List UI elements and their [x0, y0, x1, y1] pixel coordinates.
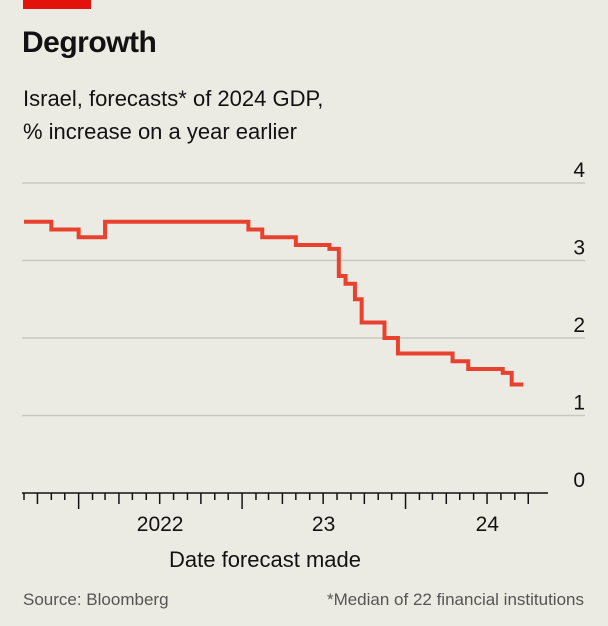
chart-title: Degrowth — [22, 26, 157, 59]
subtitle-line-2: % increase on a year earlier — [23, 119, 297, 144]
x-axis-label: Date forecast made — [169, 547, 361, 572]
y-tick-label-0: 0 — [573, 469, 585, 492]
x-tick-label-23: 23 — [312, 513, 335, 536]
y-tick-label-2: 2 — [573, 314, 585, 337]
brand-tag — [23, 0, 91, 9]
series-line-0 — [24, 219, 524, 387]
source-note: Source: Bloomberg — [23, 590, 169, 609]
subtitle-line-1: Israel, forecasts* of 2024 GDP, — [23, 86, 324, 111]
x-tick-label-2022: 2022 — [137, 513, 184, 536]
y-tick-label-1: 1 — [573, 392, 585, 415]
footnote: *Median of 22 financial institutions — [326, 590, 584, 609]
y-tick-label-4: 4 — [573, 159, 585, 182]
x-tick-label-24: 24 — [476, 513, 500, 536]
y-tick-label-3: 3 — [573, 237, 585, 260]
chart-subtitle: Israel, forecasts* of 2024 GDP, % increa… — [23, 82, 323, 148]
